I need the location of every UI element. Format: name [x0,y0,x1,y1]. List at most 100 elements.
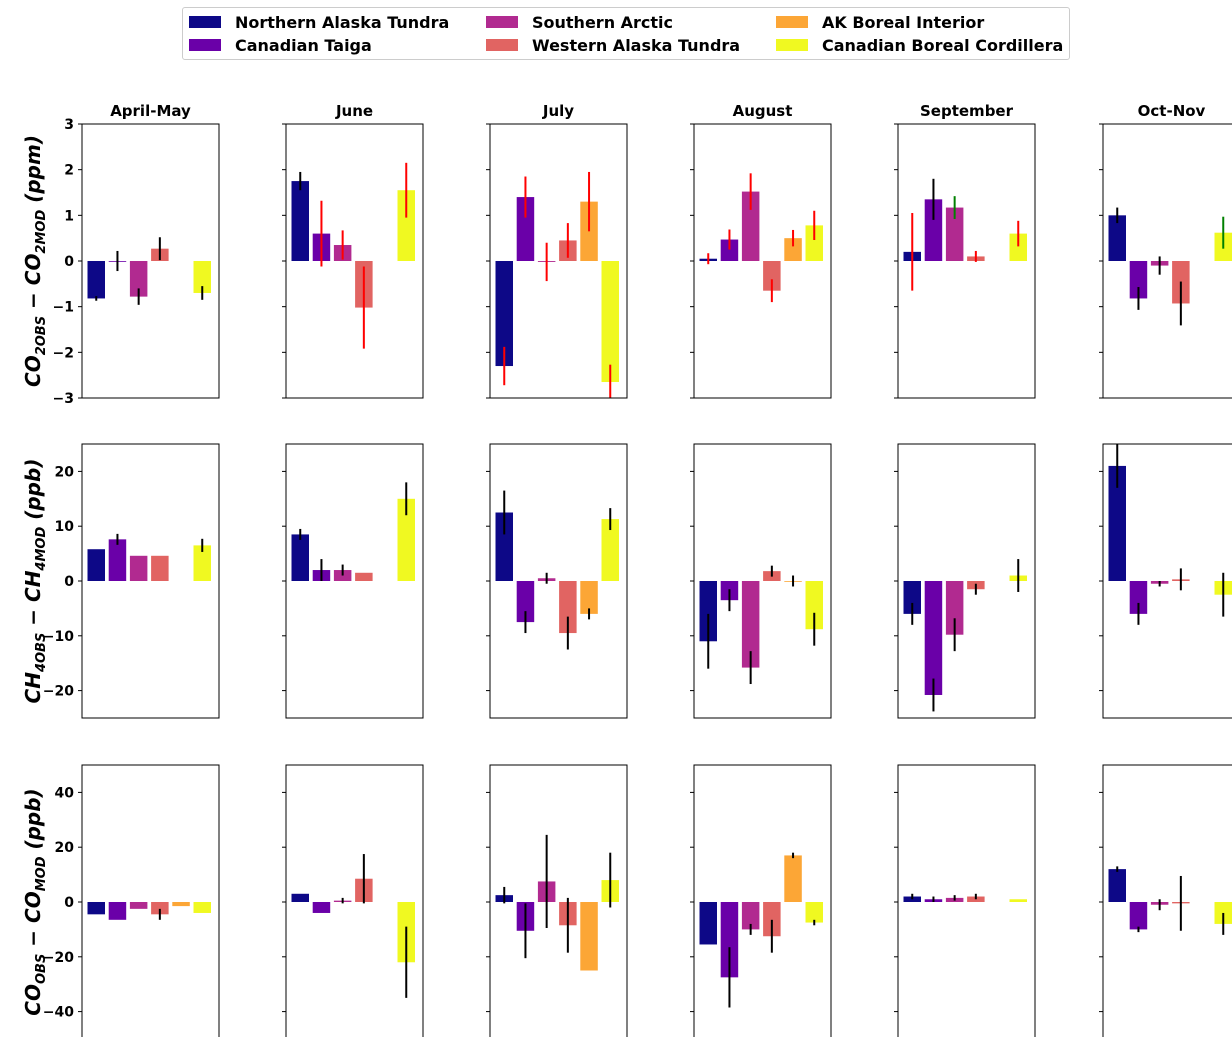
bar [291,181,309,261]
column-title: Oct-Nov [1138,102,1206,120]
y-axis-label-part: CH [21,672,45,704]
y-tick-label: −3 [53,391,74,407]
column-title: August [733,102,793,120]
bar [1009,233,1027,261]
bar [193,261,211,293]
bar [516,197,535,261]
legend-label: AK Boreal Interior [822,12,985,32]
bar [601,261,619,383]
panel-marks [699,565,823,685]
legend-label: Southern Arctic [532,12,674,32]
panel-marks [1108,866,1232,935]
bar [1214,902,1232,924]
y-axis-label: CO2OBS − CO2MOD (ppm) [21,135,49,387]
bar [87,549,105,581]
panel-marks [291,482,415,581]
y-tick-label: 2 [64,163,74,179]
bar [1129,581,1148,614]
legend-item: Canadian Taiga [189,34,372,56]
y-tick-label: 3 [64,117,74,133]
y-axis-label-part: − CO [21,891,45,953]
y-tick-label: 20 [55,464,75,480]
bar [580,581,598,614]
panel-marks [291,854,415,998]
y-axis-label-part: (ppm) [21,135,45,210]
legend-swatch [486,39,518,51]
y-tick-label: 10 [55,519,75,535]
bar [1108,215,1126,261]
y-tick-label: 0 [64,254,74,270]
bar [291,534,309,581]
panel-marks [699,173,823,303]
bar [805,902,823,923]
bar [495,261,513,367]
bar [720,902,739,978]
bar [108,539,127,581]
legend-swatch [486,16,518,28]
bar [763,902,781,937]
panel-marks [495,490,619,650]
legend-label: Northern Alaska Tundra [235,12,450,32]
bar [805,225,823,261]
y-tick-label: −20 [43,950,74,966]
y-tick-label: −2 [53,345,74,361]
bar [87,902,105,915]
bar [172,902,190,907]
bar [151,555,169,581]
y-axis-label: COOBS − COMOD (ppb) [21,788,49,1015]
legend-item: Southern Arctic [486,11,673,33]
legend-swatch [189,39,221,51]
legend-label: Western Alaska Tundra [532,35,741,55]
bar [784,238,802,261]
legend-item: Northern Alaska Tundra [189,11,449,33]
legend-item: Canadian Boreal Cordillera [776,34,1063,56]
bar [495,512,513,581]
panel-frame [81,764,220,1037]
y-axis-label-part: CO [21,984,45,1016]
y-tick-label: 0 [64,574,74,590]
panel-marks [495,834,619,971]
y-tick-label: 20 [55,840,75,856]
y-axis-label-part: (ppb) [21,459,45,527]
panel-marks [291,162,415,349]
column-title: April-May [110,102,191,120]
panel-marks [903,893,1027,902]
panel-frame [693,764,832,1037]
panel-marks [87,237,211,305]
bar [1108,465,1126,581]
y-tick-label: 0 [64,895,74,911]
y-axis-label-part: (ppb) [21,788,45,856]
bar [355,572,373,581]
bar [559,581,577,634]
bar [291,893,309,902]
legend: Northern Alaska Tundra Southern Arctic AK … [182,7,1070,60]
legend-item: Western Alaska Tundra [486,34,740,56]
bar [129,261,148,297]
bar [699,902,717,945]
bar [397,498,415,581]
bar [129,902,148,909]
bar [1108,869,1126,902]
y-axis-label-part: CO [21,355,45,387]
y-tick-label: −10 [43,629,74,645]
panel-marks [495,171,619,398]
bar [763,261,781,291]
y-tick-label: −20 [43,684,74,700]
bar [1129,261,1148,299]
bar [805,581,823,630]
y-axis-label-part: 4OBS [34,633,49,673]
bar [516,581,535,623]
legend-swatch [776,16,808,28]
bar [741,902,760,930]
bar [580,902,598,971]
panel-marks [903,178,1027,291]
bar [397,190,415,261]
legend-swatch [189,16,221,28]
y-axis-label-part: 2MOD [34,210,49,254]
bar [945,207,964,261]
legend-label: Canadian Boreal Cordillera [822,35,1064,55]
column-title: September [920,102,1014,120]
panel-marks [699,852,823,1008]
y-axis-label-part: OBS [34,954,49,984]
